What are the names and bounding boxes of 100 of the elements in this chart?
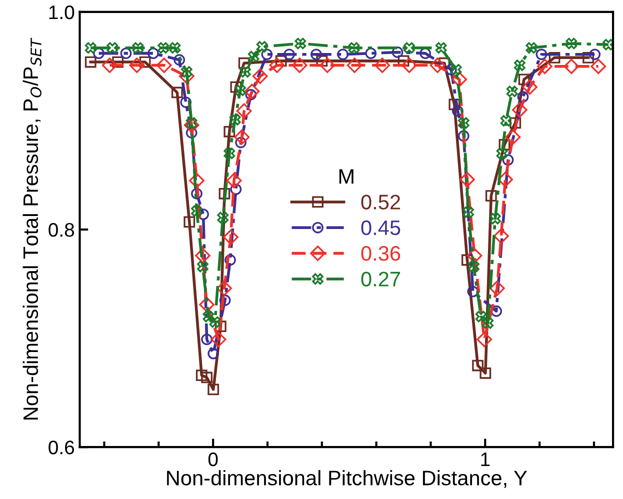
point: [216, 280, 232, 296]
point: [448, 98, 460, 110]
point: [120, 48, 132, 60]
point: [510, 117, 522, 129]
point: [490, 305, 502, 317]
point: [548, 52, 560, 64]
legend-label: 0.36: [361, 246, 400, 261]
point: [201, 372, 213, 384]
point: [214, 320, 226, 332]
point: [564, 58, 580, 74]
point: [505, 129, 521, 145]
point: [239, 66, 251, 78]
point: [537, 58, 552, 74]
point: [498, 172, 513, 188]
point: [536, 48, 548, 60]
point: [148, 48, 159, 60]
point: [467, 286, 479, 298]
point: [459, 172, 475, 188]
point: [84, 56, 96, 68]
point: [201, 334, 213, 346]
point: [186, 127, 198, 138]
point: [224, 126, 236, 138]
point: [480, 367, 492, 379]
point: [139, 56, 151, 68]
point: [244, 84, 260, 100]
point: [189, 172, 204, 188]
point: [169, 42, 181, 54]
point: [234, 129, 250, 145]
point: [346, 58, 362, 73]
point: [602, 38, 614, 50]
point: [320, 58, 336, 73]
point: [208, 384, 220, 396]
legend-label: 0.27: [361, 272, 400, 286]
point: [224, 148, 236, 160]
point: [209, 316, 221, 328]
point: [506, 86, 518, 98]
point: [174, 54, 186, 66]
point: [452, 105, 464, 117]
point: [184, 216, 196, 228]
point: [374, 58, 390, 73]
point: [269, 58, 285, 73]
point: [566, 38, 578, 50]
point: [468, 260, 480, 272]
point: [226, 172, 242, 188]
point: [526, 42, 538, 54]
point: [191, 205, 202, 217]
point: [294, 38, 306, 50]
point: [404, 42, 415, 54]
point: [184, 117, 200, 133]
point: [171, 86, 183, 98]
y-tick-label: 0.6: [48, 440, 74, 454]
point: [450, 64, 462, 76]
point: [582, 52, 594, 64]
point: [493, 228, 509, 244]
point: [512, 102, 528, 118]
y-axis-title: Non-dimensional Total Pressure, P$_{O}$/P$_{SET}$: [22, 38, 42, 420]
point: [102, 58, 118, 73]
point: [229, 114, 241, 126]
x-axis-title: Non-dimensional Pitchwise Distance, Y: [167, 470, 527, 488]
point: [208, 348, 220, 360]
point: [475, 310, 487, 322]
point: [158, 42, 169, 54]
point: [106, 42, 118, 54]
legend-title: M: [339, 169, 354, 184]
point: [435, 42, 447, 54]
point: [337, 48, 349, 60]
point: [202, 310, 214, 322]
point: [112, 56, 124, 68]
point: [156, 58, 172, 73]
point: [248, 50, 260, 62]
x-tick-label: 0: [208, 452, 218, 466]
point: [502, 154, 514, 166]
legend-label: 0.45: [361, 220, 400, 236]
point: [590, 58, 606, 74]
point: [500, 115, 512, 126]
x-tick-label: 1: [481, 452, 490, 466]
point: [462, 206, 474, 218]
point: [224, 254, 236, 266]
point: [310, 48, 322, 60]
point: [485, 190, 497, 202]
point: [219, 294, 231, 306]
point: [292, 58, 308, 73]
point: [365, 48, 377, 60]
point: [252, 68, 268, 84]
point: [84, 42, 96, 54]
point: [230, 184, 242, 195]
point: [199, 296, 215, 312]
legend-label: 0.52: [361, 194, 400, 210]
point: [236, 103, 252, 119]
point: [217, 212, 229, 224]
point: [223, 229, 238, 245]
point: [430, 58, 446, 73]
point: [482, 317, 494, 329]
point: [93, 48, 104, 60]
point: [261, 48, 273, 60]
point: [256, 41, 268, 52]
point: [466, 248, 482, 264]
point: [234, 84, 246, 96]
point: [191, 188, 202, 200]
y-tick-label: 0.8: [48, 223, 74, 237]
